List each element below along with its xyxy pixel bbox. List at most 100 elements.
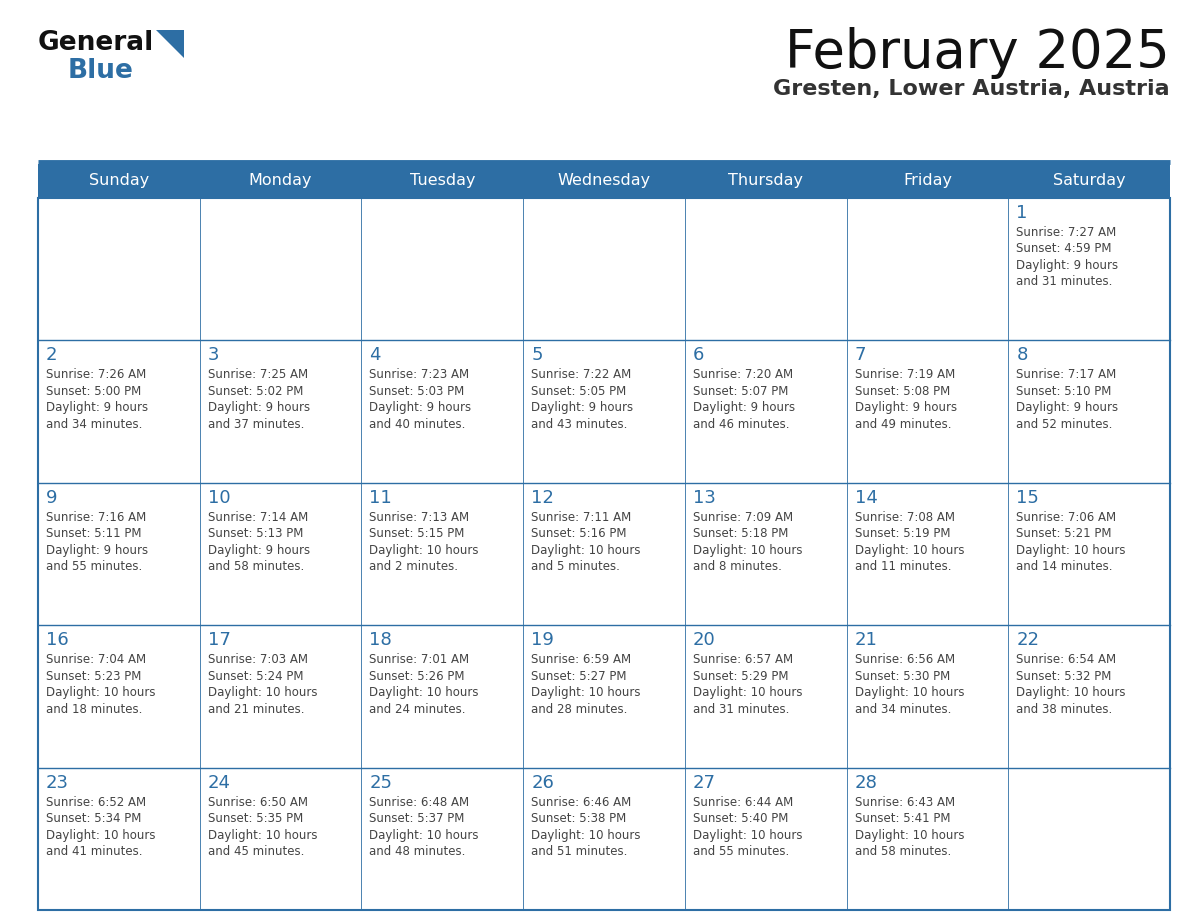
Bar: [847, 767, 1009, 910]
Text: Sunset: 5:11 PM: Sunset: 5:11 PM: [46, 527, 141, 541]
Text: 15: 15: [1016, 488, 1040, 507]
Text: Daylight: 10 hours: Daylight: 10 hours: [208, 686, 317, 700]
Text: February 2025: February 2025: [785, 27, 1170, 79]
Text: Sunrise: 7:03 AM: Sunrise: 7:03 AM: [208, 654, 308, 666]
Text: Sunrise: 7:04 AM: Sunrise: 7:04 AM: [46, 654, 146, 666]
Text: and 48 minutes.: and 48 minutes.: [369, 845, 466, 858]
Text: Sunset: 5:07 PM: Sunset: 5:07 PM: [693, 385, 788, 397]
Text: 12: 12: [531, 488, 554, 507]
Text: Sunrise: 7:20 AM: Sunrise: 7:20 AM: [693, 368, 792, 381]
Bar: [684, 341, 847, 483]
Text: Daylight: 10 hours: Daylight: 10 hours: [531, 829, 640, 842]
Text: Sunset: 5:21 PM: Sunset: 5:21 PM: [1016, 527, 1112, 541]
Text: Sunrise: 6:59 AM: Sunrise: 6:59 AM: [531, 654, 631, 666]
Text: Daylight: 9 hours: Daylight: 9 hours: [369, 401, 472, 414]
Text: Daylight: 10 hours: Daylight: 10 hours: [1016, 543, 1126, 557]
Text: Sunset: 5:10 PM: Sunset: 5:10 PM: [1016, 385, 1112, 397]
Text: 2: 2: [46, 346, 57, 364]
Text: Daylight: 10 hours: Daylight: 10 hours: [854, 829, 965, 842]
Text: and 8 minutes.: and 8 minutes.: [693, 560, 782, 574]
Text: Daylight: 10 hours: Daylight: 10 hours: [531, 686, 640, 700]
Bar: [38, 767, 200, 910]
Text: 5: 5: [531, 346, 543, 364]
Text: and 40 minutes.: and 40 minutes.: [369, 418, 466, 431]
Text: Daylight: 10 hours: Daylight: 10 hours: [854, 543, 965, 557]
Text: Sunrise: 7:13 AM: Sunrise: 7:13 AM: [369, 510, 469, 524]
Bar: [361, 625, 523, 767]
Text: 25: 25: [369, 774, 392, 791]
Text: and 11 minutes.: and 11 minutes.: [854, 560, 952, 574]
Text: and 18 minutes.: and 18 minutes.: [46, 702, 143, 716]
Text: Daylight: 9 hours: Daylight: 9 hours: [531, 401, 633, 414]
Text: 22: 22: [1016, 632, 1040, 649]
Bar: [361, 767, 523, 910]
Text: 18: 18: [369, 632, 392, 649]
Text: Daylight: 10 hours: Daylight: 10 hours: [369, 829, 479, 842]
Text: Sunrise: 6:46 AM: Sunrise: 6:46 AM: [531, 796, 631, 809]
Text: Daylight: 9 hours: Daylight: 9 hours: [1016, 259, 1118, 272]
Text: Sunset: 5:00 PM: Sunset: 5:00 PM: [46, 385, 141, 397]
Text: and 43 minutes.: and 43 minutes.: [531, 418, 627, 431]
Text: Sunset: 5:05 PM: Sunset: 5:05 PM: [531, 385, 626, 397]
Bar: [523, 625, 684, 767]
Bar: [847, 341, 1009, 483]
Bar: [684, 625, 847, 767]
Text: Daylight: 9 hours: Daylight: 9 hours: [46, 401, 148, 414]
Bar: [1009, 483, 1170, 625]
Text: 9: 9: [46, 488, 57, 507]
Text: Daylight: 9 hours: Daylight: 9 hours: [1016, 401, 1118, 414]
Text: Sunrise: 7:23 AM: Sunrise: 7:23 AM: [369, 368, 469, 381]
Bar: [38, 164, 1170, 198]
Text: Sunset: 5:23 PM: Sunset: 5:23 PM: [46, 670, 141, 683]
Text: Sunset: 5:15 PM: Sunset: 5:15 PM: [369, 527, 465, 541]
Text: Sunset: 5:37 PM: Sunset: 5:37 PM: [369, 812, 465, 825]
Text: Sunrise: 7:19 AM: Sunrise: 7:19 AM: [854, 368, 955, 381]
Text: 3: 3: [208, 346, 220, 364]
Text: Monday: Monday: [248, 174, 312, 188]
Text: and 55 minutes.: and 55 minutes.: [693, 845, 789, 858]
Text: 27: 27: [693, 774, 716, 791]
Text: Daylight: 9 hours: Daylight: 9 hours: [693, 401, 795, 414]
Bar: [1009, 625, 1170, 767]
Text: and 52 minutes.: and 52 minutes.: [1016, 418, 1113, 431]
Bar: [847, 198, 1009, 341]
Text: and 34 minutes.: and 34 minutes.: [854, 702, 950, 716]
Text: 10: 10: [208, 488, 230, 507]
Text: Daylight: 10 hours: Daylight: 10 hours: [693, 686, 802, 700]
Text: Wednesday: Wednesday: [557, 174, 651, 188]
Text: and 31 minutes.: and 31 minutes.: [1016, 275, 1113, 288]
Text: Daylight: 10 hours: Daylight: 10 hours: [369, 686, 479, 700]
Text: Sunrise: 6:44 AM: Sunrise: 6:44 AM: [693, 796, 794, 809]
Text: Saturday: Saturday: [1053, 174, 1125, 188]
Bar: [523, 767, 684, 910]
Text: Sunset: 5:40 PM: Sunset: 5:40 PM: [693, 812, 788, 825]
Text: and 14 minutes.: and 14 minutes.: [1016, 560, 1113, 574]
Bar: [684, 198, 847, 341]
Polygon shape: [156, 30, 184, 58]
Bar: [684, 483, 847, 625]
Text: Sunset: 5:02 PM: Sunset: 5:02 PM: [208, 385, 303, 397]
Text: Sunrise: 7:25 AM: Sunrise: 7:25 AM: [208, 368, 308, 381]
Text: General: General: [38, 30, 154, 56]
Text: Sunrise: 7:09 AM: Sunrise: 7:09 AM: [693, 510, 792, 524]
Text: Daylight: 9 hours: Daylight: 9 hours: [46, 543, 148, 557]
Text: 7: 7: [854, 346, 866, 364]
Bar: [200, 767, 361, 910]
Text: 21: 21: [854, 632, 878, 649]
Text: Thursday: Thursday: [728, 174, 803, 188]
Text: Sunrise: 7:17 AM: Sunrise: 7:17 AM: [1016, 368, 1117, 381]
Bar: [523, 341, 684, 483]
Text: Sunset: 4:59 PM: Sunset: 4:59 PM: [1016, 242, 1112, 255]
Text: Sunset: 5:19 PM: Sunset: 5:19 PM: [854, 527, 950, 541]
Text: Daylight: 10 hours: Daylight: 10 hours: [531, 543, 640, 557]
Text: 23: 23: [46, 774, 69, 791]
Text: and 2 minutes.: and 2 minutes.: [369, 560, 459, 574]
Text: Sunrise: 7:27 AM: Sunrise: 7:27 AM: [1016, 226, 1117, 239]
Text: and 45 minutes.: and 45 minutes.: [208, 845, 304, 858]
Text: and 34 minutes.: and 34 minutes.: [46, 418, 143, 431]
Text: Daylight: 10 hours: Daylight: 10 hours: [1016, 686, 1126, 700]
Text: and 41 minutes.: and 41 minutes.: [46, 845, 143, 858]
Bar: [847, 625, 1009, 767]
Bar: [38, 341, 200, 483]
Text: Sunset: 5:35 PM: Sunset: 5:35 PM: [208, 812, 303, 825]
